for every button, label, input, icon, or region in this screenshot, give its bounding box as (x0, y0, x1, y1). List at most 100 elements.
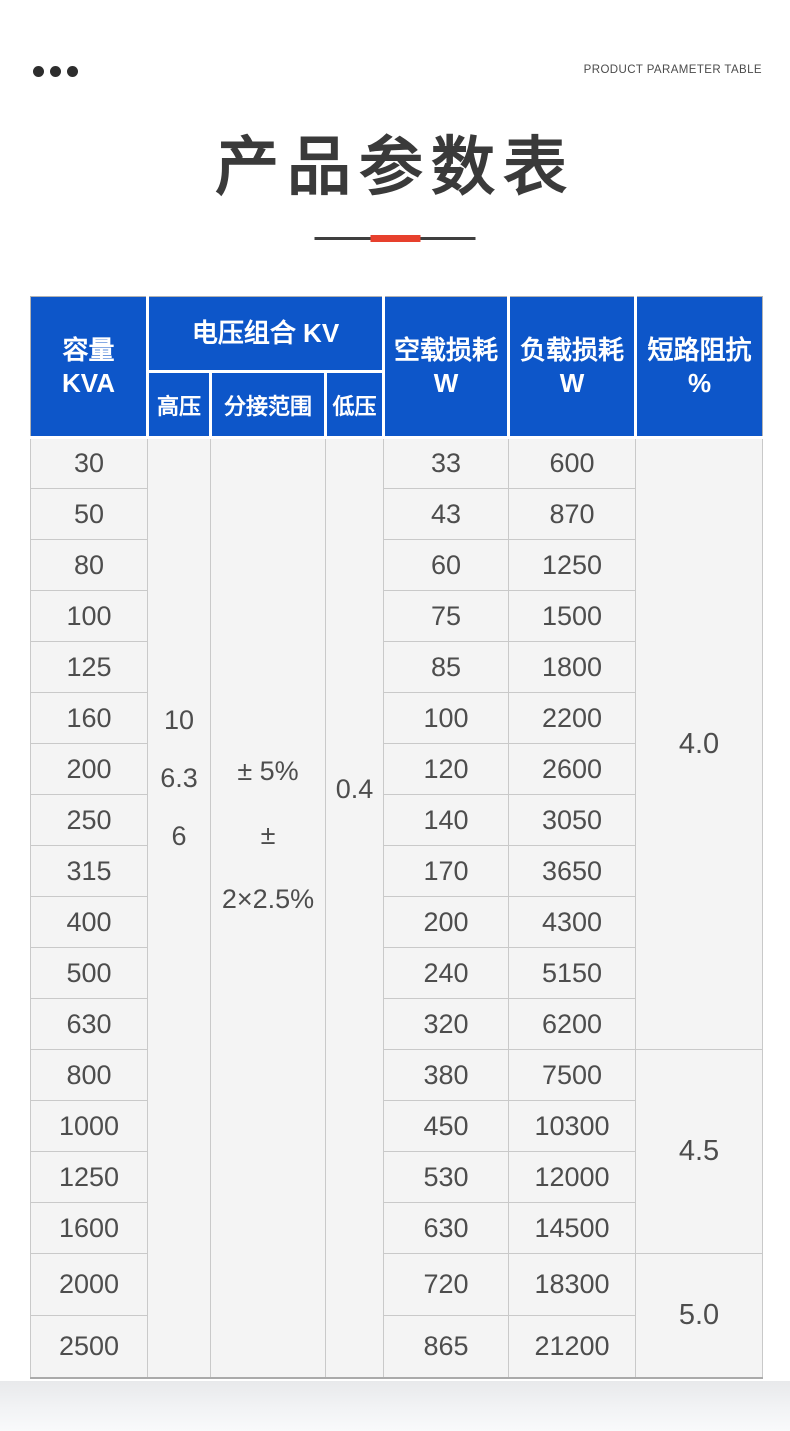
header-no-load-loss-line1: 空载损耗 (394, 334, 499, 365)
impedance-cell: 5.0 (635, 1253, 764, 1378)
no-load-loss-cell: 200 (383, 896, 510, 948)
capacity-cell: 2500 (30, 1315, 148, 1378)
high-voltage-merged-cell: 10 6.3 6 (147, 437, 211, 1378)
load-loss-cell: 1250 (508, 539, 637, 591)
capacity-cell: 250 (30, 794, 148, 846)
header-no-load-loss-line2: W (433, 367, 459, 398)
header-high-voltage: 高压 (147, 371, 212, 439)
table-row: 800 380 7500 4.5 (30, 1049, 764, 1254)
load-loss-cell: 870 (508, 488, 637, 540)
no-load-loss-cell: 60 (383, 539, 510, 591)
header-capacity-line2: KVA (62, 367, 115, 398)
table-row: 250 140 3050 (30, 794, 763, 846)
dot-icon (50, 66, 61, 77)
bottom-band (0, 1381, 790, 1431)
page-title: 产品参数表 (215, 131, 575, 203)
no-load-loss-cell: 450 (383, 1100, 510, 1152)
header-capacity-line1: 容量 (62, 334, 115, 365)
load-loss-cell: 12000 (508, 1151, 637, 1203)
table-row: 2500 865 21200 (30, 1315, 763, 1378)
load-loss-cell: 6200 (508, 998, 637, 1050)
no-load-loss-cell: 33 (383, 437, 510, 489)
no-load-loss-cell: 380 (383, 1049, 510, 1101)
load-loss-cell: 10300 (508, 1100, 637, 1152)
load-loss-cell: 14500 (508, 1202, 637, 1254)
impedance-cell: 4.0 (635, 437, 764, 1050)
load-loss-cell: 2200 (508, 692, 637, 744)
low-voltage-merged-cell: 0.4 (324, 437, 385, 1378)
no-load-loss-cell: 530 (383, 1151, 510, 1203)
high-voltage-value: 6 (171, 821, 187, 851)
product-parameter-table: 容量 KVA 电压组合 KV 空载损耗 W 负载损耗 W 短路阻抗 % 高 (30, 296, 764, 1379)
table-row: 2000 720 18300 5.0 (30, 1253, 764, 1378)
header-impedance-line2: % (687, 367, 712, 398)
capacity-cell: 80 (30, 539, 148, 591)
no-load-loss-cell: 85 (383, 641, 510, 693)
header-impedance-line1: 短路阻抗 (647, 334, 752, 365)
header-load-loss-line2: W (559, 367, 585, 398)
capacity-cell: 1250 (30, 1151, 148, 1203)
header-capacity: 容量 KVA (30, 296, 149, 439)
load-loss-cell: 21200 (508, 1315, 637, 1378)
capacity-cell: 100 (30, 590, 148, 642)
no-load-loss-cell: 720 (383, 1253, 510, 1316)
capacity-cell: 125 (30, 641, 148, 693)
load-loss-cell: 600 (508, 437, 637, 489)
capacity-cell: 630 (30, 998, 148, 1050)
load-loss-cell: 18300 (508, 1253, 637, 1316)
capacity-cell: 160 (30, 692, 148, 744)
tap-range-merged-cell: ± 5% ± 2×2.5% (210, 437, 326, 1378)
table-row: 125 85 1800 (30, 641, 763, 693)
header-impedance: 短路阻抗 % (635, 296, 763, 439)
table-row: 315 170 3650 (30, 845, 763, 897)
load-loss-cell: 4300 (508, 896, 637, 948)
header-voltage-combination: 电压组合 KV (147, 296, 386, 373)
capacity-cell: 30 (30, 437, 148, 489)
load-loss-cell: 1800 (508, 641, 637, 693)
table-row: 80 60 1250 (30, 539, 763, 591)
capacity-cell: 200 (30, 743, 148, 795)
table-row: 100 75 1500 (30, 590, 763, 642)
no-load-loss-cell: 43 (383, 488, 510, 540)
dot-icon (33, 66, 44, 77)
decorative-dots (33, 66, 78, 77)
capacity-cell: 2000 (30, 1253, 148, 1316)
tap-range-value: ± 5% (237, 756, 299, 786)
capacity-cell: 50 (30, 488, 148, 540)
dot-icon (67, 66, 78, 77)
eyebrow-label: PRODUCT PARAMETER TABLE (583, 64, 762, 76)
capacity-cell: 400 (30, 896, 148, 948)
no-load-loss-cell: 240 (383, 947, 510, 999)
no-load-loss-cell: 120 (383, 743, 510, 795)
load-loss-cell: 3650 (508, 845, 637, 897)
table-row: 400 200 4300 (30, 896, 763, 948)
no-load-loss-cell: 140 (383, 794, 510, 846)
header-low-voltage: 低压 (325, 371, 386, 439)
tap-range-value: ± 2×2.5% (221, 820, 315, 914)
table-row: 50 43 870 (30, 488, 763, 540)
table-row: 1600 630 14500 (30, 1202, 763, 1254)
table-row: 630 320 6200 (30, 998, 763, 1050)
no-load-loss-cell: 75 (383, 590, 510, 642)
load-loss-cell: 1500 (508, 590, 637, 642)
no-load-loss-cell: 630 (383, 1202, 510, 1254)
header-no-load-loss: 空载损耗 W (383, 296, 511, 439)
table-row: 1250 530 12000 (30, 1151, 763, 1203)
table-row: 500 240 5150 (30, 947, 763, 999)
capacity-cell: 1600 (30, 1202, 148, 1254)
divider-accent (370, 235, 420, 242)
table-row: 200 120 2600 (30, 743, 763, 795)
load-loss-cell: 2600 (508, 743, 637, 795)
no-load-loss-cell: 320 (383, 998, 510, 1050)
no-load-loss-cell: 100 (383, 692, 510, 744)
load-loss-cell: 5150 (508, 947, 637, 999)
no-load-loss-cell: 170 (383, 845, 510, 897)
header-load-loss-line1: 负载损耗 (520, 334, 625, 365)
load-loss-cell: 3050 (508, 794, 637, 846)
no-load-loss-cell: 865 (383, 1315, 510, 1378)
capacity-cell: 315 (30, 845, 148, 897)
title-divider (314, 235, 476, 242)
load-loss-cell: 7500 (508, 1049, 637, 1101)
high-voltage-value: 10 (163, 705, 195, 735)
